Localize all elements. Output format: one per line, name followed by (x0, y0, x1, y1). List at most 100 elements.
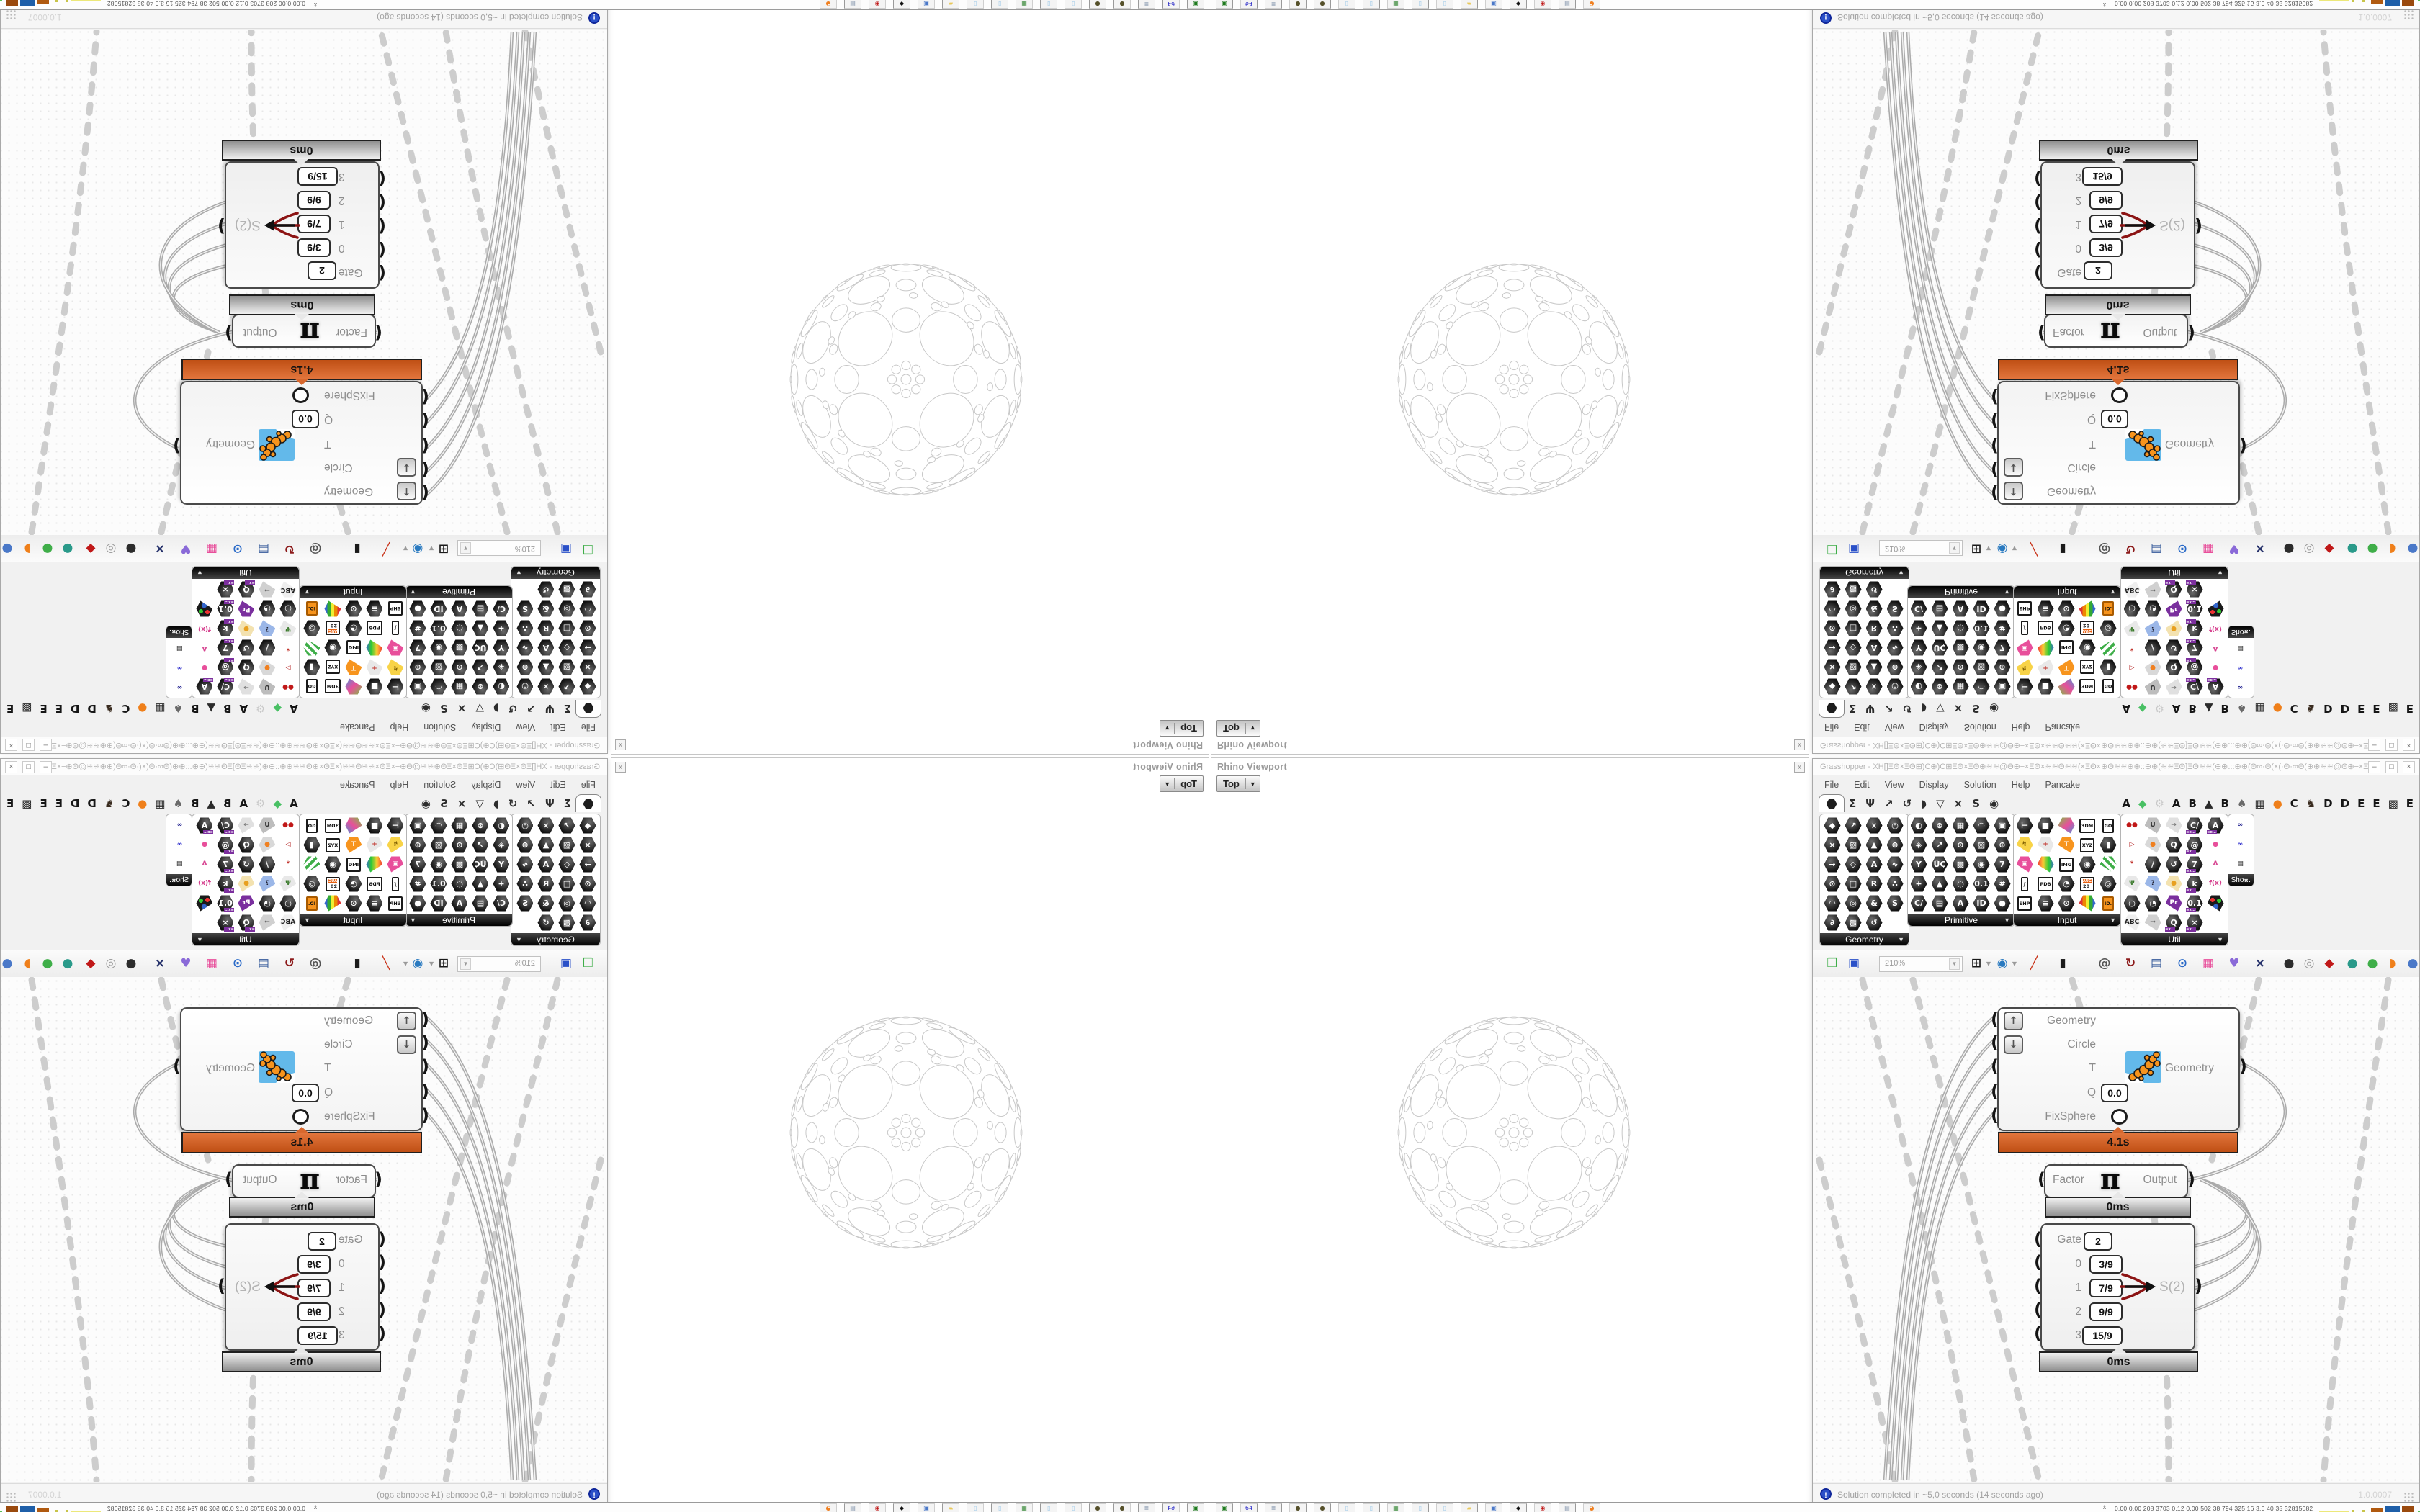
palette-icon[interactable]: ◔ (259, 894, 277, 912)
moss2-app-icon[interactable]: ● (1314, 0, 1331, 9)
preview-wire-button[interactable]: ● (2347, 541, 2358, 556)
palette-icon[interactable]: ID (1973, 894, 1991, 912)
palette-icon[interactable]: ⊙ (579, 619, 597, 637)
maximize-button[interactable]: □ (2385, 761, 2398, 773)
palette-icon[interactable]: ■ (366, 816, 384, 834)
palette-icon[interactable]: ⊙ (345, 600, 363, 618)
palette-icon[interactable]: ? (259, 875, 277, 893)
palette-icon[interactable]: ⊢ (2016, 678, 2034, 696)
preview-shaded-button[interactable]: ● (2367, 541, 2378, 556)
palette-icon[interactable]: ▦ (1952, 678, 1970, 696)
tab-surface[interactable]: ◗ (493, 702, 499, 716)
cat-app-icon[interactable]: ◆ (893, 0, 910, 9)
gift-button[interactable]: ▦ (205, 541, 218, 556)
palette-icon[interactable] (2207, 894, 2225, 912)
palette-icon[interactable]: ◐ (493, 816, 511, 834)
palette-icon[interactable]: * (2123, 855, 2141, 873)
palette-icon[interactable]: ◎ (1845, 894, 1863, 912)
gem-button[interactable]: ◆ (2324, 956, 2334, 971)
palette-icon[interactable]: S (1886, 894, 1904, 912)
palette-icon[interactable]: SHP (2016, 894, 2034, 912)
gate-input-hook[interactable]: ( (2034, 1229, 2042, 1249)
gate-value-box[interactable]: 2 (2084, 1232, 2112, 1251)
palette-icon[interactable]: IMG (2058, 855, 2076, 873)
palette-icon[interactable] (324, 600, 342, 618)
input-hook-circle[interactable]: ( (1991, 1032, 1999, 1053)
palette-icon[interactable]: A ≡x… (2206, 816, 2225, 834)
tab-plugin-13[interactable]: D (2340, 796, 2350, 810)
menu-item-help[interactable]: Help (2011, 722, 2030, 732)
gem-button[interactable]: ◆ (86, 541, 96, 556)
tab-plugin-14[interactable]: E (2357, 796, 2365, 810)
palette-icon[interactable]: ↺ (2165, 639, 2183, 657)
fixsphere-toggle[interactable] (292, 1109, 309, 1125)
rings-button[interactable]: ◎ (2303, 541, 2315, 556)
graft-up-icon[interactable]: ↑ (2004, 1012, 2023, 1030)
palette-group-bar[interactable]: Util ▼ (2121, 933, 2228, 945)
gate-input-hook-1[interactable]: ( (2034, 1276, 2042, 1296)
palette-icon[interactable]: ◐ (1910, 678, 1928, 696)
tab-plugin-12[interactable]: D (87, 796, 97, 810)
palette-icon[interactable]: ● (196, 836, 214, 854)
palette-icon[interactable]: ◉ (324, 855, 342, 873)
palette-icon[interactable]: × ≡x… (217, 914, 235, 932)
palette-icon[interactable]: ▮ (303, 836, 321, 854)
palette-icon[interactable]: ▲ (1865, 658, 1883, 676)
palette-icon[interactable]: C/≡x… (217, 678, 235, 696)
tab-display[interactable]: ◉ (1989, 796, 1999, 810)
notepad3-app-icon[interactable]: ▯ (991, 0, 1008, 9)
tab-plugin-2[interactable]: ⚙ (256, 702, 266, 716)
firefox-app-icon[interactable]: ◕ (820, 0, 837, 9)
palette-icon[interactable]: ▲ (472, 875, 490, 893)
menu-item-help[interactable]: Help (390, 722, 409, 732)
palette-icon[interactable]: Ψ (279, 875, 297, 893)
palette-group-bar[interactable]: Util ▼ (2121, 567, 2228, 579)
menu-item-file[interactable]: File (1824, 722, 1839, 732)
moss2-app-icon[interactable]: ● (1089, 1503, 1106, 1512)
palette-icon[interactable]: ⊕ (516, 658, 534, 676)
palette-icon[interactable]: ABC (279, 914, 297, 932)
palette-icon[interactable]: C/ (1910, 600, 1928, 618)
palette-icon[interactable]: ● (2207, 658, 2225, 676)
palette-icon[interactable]: ◌ (451, 875, 469, 893)
finder-button[interactable]: ⊙ (232, 541, 243, 556)
terminal-app-icon[interactable]: ▣ (1187, 0, 1204, 9)
publish-button[interactable]: ▤ (257, 956, 270, 971)
fixsphere-toggle[interactable] (2111, 387, 2128, 403)
notepad2-app-icon[interactable]: ▯ (1040, 0, 1057, 9)
menu-item-display[interactable]: Display (1919, 780, 1949, 790)
tab-plugin-9[interactable]: ● (2272, 702, 2282, 716)
tab-plugin-2[interactable]: ⚙ (2154, 702, 2164, 716)
moss-app-icon[interactable]: ● (1113, 1503, 1131, 1512)
preview-shaded-button[interactable]: ● (42, 956, 53, 971)
palette-icon[interactable]: C/ (1910, 894, 1928, 912)
gate-row-value[interactable]: 3/9 (297, 238, 331, 257)
menu-item-file[interactable]: File (1824, 780, 1839, 790)
monitor-app-icon[interactable]: ▦ (1387, 1503, 1404, 1512)
firefox-app-icon[interactable]: ◕ (820, 1503, 837, 1512)
palette-icon[interactable]: ⊕ (516, 836, 534, 854)
flatten-down-icon[interactable]: ↓ (2004, 1035, 2023, 1054)
menu-item-pancake[interactable]: Pancake (339, 780, 375, 790)
menu-item-display[interactable]: Display (1919, 722, 1949, 732)
notepad-app-icon[interactable]: ▯ (1065, 1503, 1082, 1512)
save-file-button[interactable]: ▣ (560, 541, 573, 556)
close-button[interactable]: × (5, 761, 17, 773)
tab-plugin-16[interactable]: ▩ (22, 702, 32, 716)
palette-icon[interactable]: 7 (1994, 855, 2012, 873)
tab-plugin-12[interactable]: D (2323, 702, 2333, 716)
palette-icon[interactable]: ▲ (537, 836, 555, 854)
palette-group-bar[interactable]: Primitive ▼ (405, 914, 512, 926)
palette-icon[interactable]: IMG (2058, 639, 2076, 657)
palette-icon[interactable]: 0.1 (430, 875, 448, 893)
palette-icon[interactable]: / (2144, 639, 2162, 657)
tab-params[interactable] (575, 794, 601, 813)
folder-app-icon[interactable]: ▰ (1461, 0, 1478, 9)
tab-plugin-17[interactable]: E (2406, 702, 2414, 716)
menu-item-help[interactable]: Help (390, 780, 409, 790)
notepad2-app-icon[interactable]: ▯ (1040, 1503, 1057, 1512)
notepad-app-icon[interactable]: ▯ (1338, 0, 1355, 9)
palette-icon[interactable]: 7 ≡x… (217, 855, 235, 873)
monitor-app-icon[interactable]: ▦ (1016, 1503, 1033, 1512)
gate-input-hook-3[interactable]: ( (2034, 168, 2042, 189)
